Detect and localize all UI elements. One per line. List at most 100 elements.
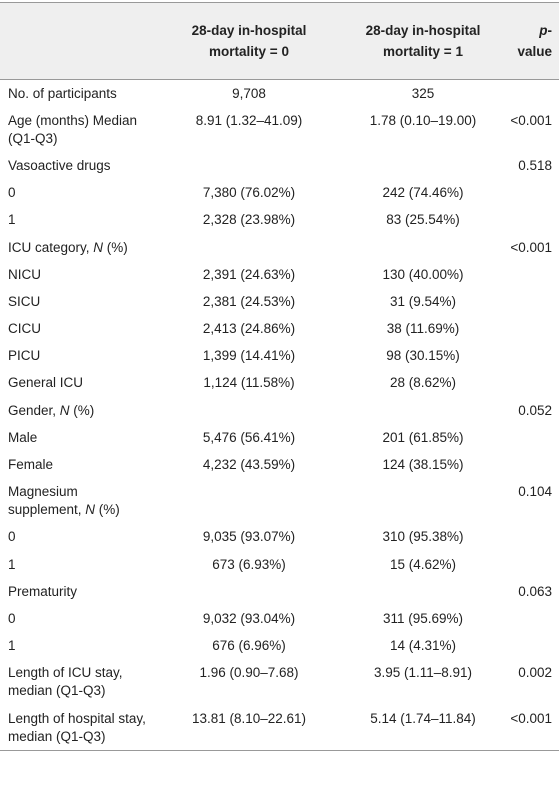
text-segment: Length of hospital stay, median (Q1-Q3): [8, 710, 146, 744]
p-value-cell: [500, 288, 559, 315]
text-segment: PICU: [8, 348, 41, 364]
value-cell: 83 (25.54%): [386, 212, 460, 228]
header-row: 28-day in-hospital mortality = 0 28-day …: [0, 2, 559, 80]
text-segment: ICU category,: [8, 239, 94, 255]
value-cell: 325: [411, 85, 435, 101]
row-label: Vasoactive drugs: [0, 152, 152, 179]
value-cell: 38 (11.69%): [386, 321, 460, 337]
text-segment: Vasoactive drugs: [8, 157, 111, 173]
text-segment: (%): [69, 402, 95, 418]
text-segment: Magnesium supplement,: [8, 484, 86, 518]
table-row: Magnesium supplement, N (%) 0.104: [0, 479, 559, 524]
value-cell: 8.91 (1.32–41.09): [195, 112, 303, 128]
table-row: Age (months) Median (Q1-Q3) 8.91 (1.32–41…: [0, 107, 559, 152]
value-cell: 9,708: [232, 85, 266, 101]
table-row: SICU 2,381 (24.53%) 31 (9.54%): [0, 288, 559, 315]
value-cell: [152, 479, 346, 524]
table-row: 0 9,032 (93.04%) 311 (95.69%): [0, 605, 559, 632]
row-label: 0: [0, 524, 152, 551]
p-value-cell: [500, 524, 559, 551]
value-cell: 310 (95.38%): [382, 529, 464, 545]
value-cell: 1.78 (0.10–19.00): [369, 112, 477, 128]
row-label: Male: [0, 424, 152, 451]
value-cell: [346, 234, 500, 261]
text-segment: Length of ICU stay, median (Q1-Q3): [8, 665, 123, 699]
row-label: SICU: [0, 288, 152, 315]
text-segment: 0: [8, 610, 16, 626]
value-cell: [152, 397, 346, 424]
value-cell: 2,391 (24.63%): [202, 266, 296, 282]
value-cell: 7,380 (76.02%): [202, 185, 296, 201]
row-label: NICU: [0, 261, 152, 288]
row-label: CICU: [0, 316, 152, 343]
table: 28-day in-hospital mortality = 0 28-day …: [0, 2, 559, 752]
text-segment: N: [59, 402, 70, 418]
value-cell: 14 (4.31%): [389, 638, 457, 654]
row-label: Length of ICU stay, median (Q1-Q3): [0, 660, 152, 705]
table-row: Length of ICU stay, median (Q1-Q3) 1.96 (…: [0, 660, 559, 705]
header-text: 28-day in-hospital mortality = 0: [191, 23, 307, 59]
p-value-cell: 0.518: [518, 157, 552, 173]
table-row: 1 673 (6.93%) 15 (4.62%): [0, 551, 559, 578]
p-value-cell: [500, 207, 559, 234]
table-body: No. of participants 9,708 325 Age (months) …: [0, 80, 559, 752]
value-cell: [152, 152, 346, 179]
text-segment: SICU: [8, 293, 41, 309]
p-value-cell: [500, 80, 559, 108]
value-cell: [346, 397, 500, 424]
p-value-cell: 0.002: [518, 665, 552, 681]
value-cell: 5,476 (56.41%): [202, 429, 296, 445]
p-value-cell: [500, 261, 559, 288]
row-label: No. of participants: [0, 80, 152, 108]
value-cell: 311 (95.69%): [382, 610, 464, 626]
p-value-cell: [500, 343, 559, 370]
text-segment: 0: [8, 529, 16, 545]
value-cell: 3.95 (1.11–8.91): [373, 665, 473, 681]
table-row: NICU 2,391 (24.63%) 130 (40.00%): [0, 261, 559, 288]
text-segment: No. of participants: [8, 85, 117, 101]
table-row: ICU category, N (%) <0.001: [0, 234, 559, 261]
text-segment: -value: [517, 23, 552, 59]
text-segment: (%): [103, 239, 128, 255]
text-segment: General ICU: [8, 375, 84, 391]
table-row: Gender, N (%) 0.052: [0, 397, 559, 424]
table-row: 1 676 (6.96%) 14 (4.31%): [0, 633, 559, 660]
table-row: Male 5,476 (56.41%) 201 (61.85%): [0, 424, 559, 451]
value-cell: 124 (38.15%): [382, 457, 464, 473]
p-value-cell: [500, 633, 559, 660]
value-cell: 201 (61.85%): [382, 429, 464, 445]
header-cell: p-value: [500, 2, 559, 80]
row-label: Gender, N (%): [0, 397, 152, 424]
value-cell: [346, 152, 500, 179]
row-label: Age (months) Median (Q1-Q3): [0, 107, 152, 152]
text-segment: CICU: [8, 321, 41, 337]
text-segment: Male: [8, 429, 38, 445]
value-cell: 2,413 (24.86%): [202, 321, 296, 337]
value-cell: 2,381 (24.53%): [202, 293, 296, 309]
p-value-cell: [500, 451, 559, 478]
value-cell: 9,032 (93.04%): [202, 610, 296, 626]
row-label: Prematurity: [0, 578, 152, 605]
text-segment: p: [539, 23, 548, 38]
text-segment: (%): [95, 502, 120, 518]
row-label: 0: [0, 180, 152, 207]
text-segment: N: [85, 502, 96, 518]
table-row: PICU 1,399 (14.41%) 98 (30.15%): [0, 343, 559, 370]
value-cell: 98 (30.15%): [386, 348, 460, 364]
value-cell: [152, 234, 346, 261]
text-segment: Prematurity: [8, 583, 78, 599]
row-label: 1: [0, 551, 152, 578]
p-value-cell: <0.001: [500, 704, 559, 752]
table-row: General ICU 1,124 (11.58%) 28 (8.62%): [0, 370, 559, 397]
row-label: Magnesium supplement, N (%): [0, 479, 152, 524]
value-cell: 15 (4.62%): [389, 556, 457, 572]
value-cell: 9,035 (93.07%): [202, 529, 296, 545]
row-label: PICU: [0, 343, 152, 370]
value-cell: 2,328 (23.98%): [202, 212, 296, 228]
text-segment: Age (months) Median (Q1-Q3): [8, 112, 138, 146]
value-cell: [346, 479, 500, 524]
row-label: ICU category, N (%): [0, 234, 152, 261]
table-row: CICU 2,413 (24.86%) 38 (11.69%): [0, 316, 559, 343]
row-label: Female: [0, 451, 152, 478]
row-label: 1: [0, 633, 152, 660]
